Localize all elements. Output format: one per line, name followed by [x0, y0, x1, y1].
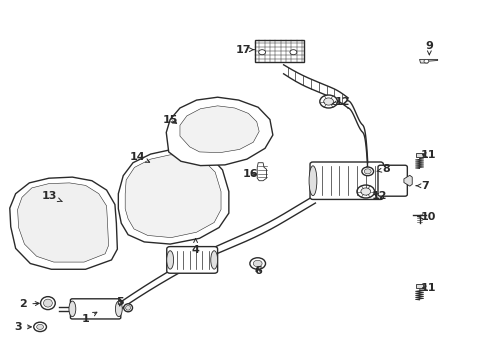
Circle shape: [34, 322, 46, 332]
Polygon shape: [118, 149, 228, 244]
Text: 1: 1: [81, 312, 97, 324]
FancyBboxPatch shape: [166, 247, 217, 273]
Text: 15: 15: [162, 114, 178, 125]
Text: 16: 16: [243, 168, 258, 179]
Text: 13: 13: [41, 191, 62, 202]
Text: 8: 8: [376, 164, 389, 174]
Circle shape: [319, 95, 337, 108]
Circle shape: [253, 260, 262, 267]
Circle shape: [37, 324, 43, 329]
Circle shape: [258, 50, 265, 55]
Text: 11: 11: [420, 150, 435, 160]
Polygon shape: [403, 175, 411, 186]
Text: 7: 7: [415, 181, 428, 191]
Ellipse shape: [41, 297, 55, 310]
Ellipse shape: [69, 301, 76, 317]
Circle shape: [361, 167, 373, 176]
Circle shape: [289, 50, 296, 55]
Polygon shape: [125, 155, 221, 238]
Polygon shape: [257, 163, 266, 181]
Circle shape: [423, 59, 428, 63]
Polygon shape: [419, 59, 437, 63]
FancyBboxPatch shape: [309, 162, 383, 199]
Circle shape: [364, 169, 370, 174]
Text: 9: 9: [425, 41, 432, 55]
Polygon shape: [166, 97, 272, 166]
Text: 6: 6: [253, 266, 261, 276]
Ellipse shape: [43, 299, 52, 307]
Bar: [415, 284, 422, 288]
Ellipse shape: [123, 304, 132, 312]
Text: 14: 14: [130, 152, 149, 162]
Circle shape: [360, 188, 370, 195]
Ellipse shape: [308, 166, 316, 195]
FancyBboxPatch shape: [70, 299, 121, 319]
Circle shape: [356, 185, 374, 198]
Ellipse shape: [210, 251, 217, 269]
Text: 12: 12: [370, 191, 386, 201]
Text: 12: 12: [331, 96, 349, 107]
Text: 2: 2: [20, 299, 39, 309]
Bar: [255, 40, 304, 62]
Polygon shape: [18, 183, 108, 262]
Text: 4: 4: [191, 239, 199, 255]
FancyBboxPatch shape: [377, 165, 407, 196]
Text: 11: 11: [420, 283, 435, 293]
Text: 10: 10: [417, 212, 435, 222]
Circle shape: [249, 258, 265, 269]
Ellipse shape: [125, 305, 130, 310]
Ellipse shape: [166, 251, 173, 269]
Circle shape: [323, 98, 333, 105]
Text: 5: 5: [116, 297, 123, 307]
Polygon shape: [180, 106, 259, 153]
Ellipse shape: [115, 301, 122, 317]
Text: 3: 3: [15, 322, 31, 332]
Polygon shape: [10, 177, 117, 269]
Text: 17: 17: [235, 45, 254, 55]
Bar: [415, 153, 422, 157]
